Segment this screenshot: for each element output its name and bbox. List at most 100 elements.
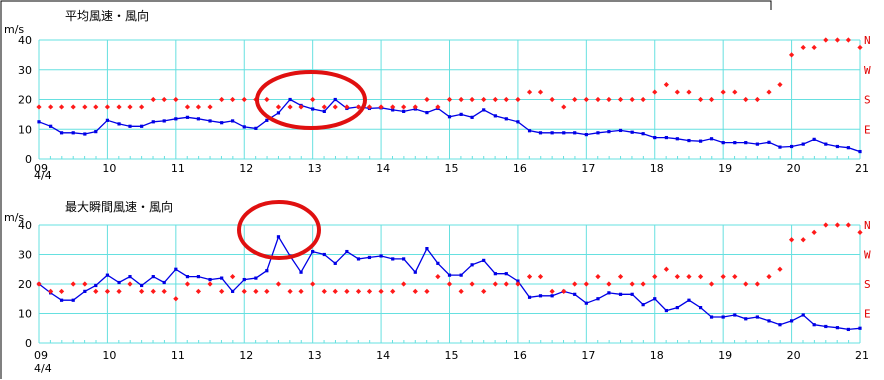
speed-point: [208, 119, 212, 123]
direction-point: [811, 44, 817, 51]
direction-point: [139, 104, 145, 110]
speed-point: [687, 298, 691, 302]
x-tick-label: 16: [513, 349, 527, 362]
speed-point: [367, 255, 372, 260]
direction-point: [526, 274, 533, 280]
direction-point: [606, 281, 612, 287]
speed-point: [299, 270, 303, 274]
speed-point: [733, 313, 737, 317]
direction-label: W: [864, 249, 871, 262]
direction-point: [161, 96, 167, 103]
direction-label: W: [864, 64, 871, 77]
x-tick-label: 16: [513, 162, 527, 175]
direction-point: [310, 281, 316, 287]
speed-point: [801, 313, 805, 317]
speed-point: [653, 297, 657, 301]
speed-point: [265, 269, 269, 273]
speed-point: [37, 120, 41, 124]
direction-point: [720, 89, 726, 95]
speed-point: [835, 326, 840, 330]
speed-point: [322, 252, 326, 257]
speed-point: [71, 131, 75, 135]
speed-point: [220, 276, 224, 280]
speed-point: [436, 261, 440, 265]
speed-point: [504, 272, 508, 276]
speed-point: [812, 323, 816, 327]
speed-point: [459, 112, 463, 116]
direction-point: [446, 96, 453, 103]
direction-label: N: [864, 219, 871, 232]
grid: [38, 224, 861, 344]
x-tick-label: 13: [308, 349, 322, 362]
x-tick-label: 10: [102, 162, 116, 175]
speed-point: [744, 317, 748, 321]
speed-point: [812, 137, 816, 141]
direction-point: [93, 288, 99, 294]
direction-point: [378, 104, 384, 110]
direction-point: [537, 89, 544, 95]
direction-point: [629, 96, 635, 103]
speed-point: [59, 298, 64, 302]
speed-point: [105, 118, 110, 122]
y-tick-label: 20: [18, 278, 32, 291]
speed-point: [733, 141, 737, 145]
direction-point: [788, 237, 795, 243]
speed-point: [83, 289, 87, 293]
x-tick-label: 11: [171, 162, 185, 175]
speed-point: [630, 130, 634, 134]
speed-point: [824, 324, 828, 329]
x-tick-label: 12: [239, 349, 253, 362]
direction-point: [595, 274, 601, 280]
speed-point: [698, 306, 703, 310]
direction-point: [424, 288, 430, 294]
direction-point: [777, 266, 783, 272]
direction-point: [366, 104, 373, 110]
direction-point: [663, 82, 669, 88]
direction-point: [207, 281, 213, 287]
direction-point: [766, 274, 772, 280]
y-tick-label: 30: [18, 249, 32, 262]
direction-point: [788, 52, 795, 58]
y-tick-label: 10: [18, 308, 32, 321]
direction-point: [834, 222, 841, 228]
y-unit-label: m/s: [4, 23, 24, 36]
direction-point: [58, 104, 65, 110]
direction-point: [390, 104, 396, 110]
x-tick-label: 18: [650, 349, 664, 362]
speed-point: [482, 258, 486, 262]
direction-point: [253, 288, 259, 294]
speed-point: [162, 119, 166, 123]
speed-point: [447, 115, 452, 119]
average-wind-chart: 平均風速・風向 m/s 0 10 20 30 40 09 10 11 12 13 14 15 16 17 1…: [4, 8, 871, 182]
direction-point: [264, 288, 270, 294]
x-tick-label: 10: [102, 349, 116, 362]
speed-point: [789, 144, 794, 149]
direction-point: [161, 288, 167, 294]
speed-point: [117, 122, 121, 126]
direction-point: [173, 296, 179, 302]
y-tick-label: 0: [25, 153, 32, 166]
direction-point: [366, 288, 373, 294]
x-tick-label: 17: [581, 349, 595, 362]
x-tick-label: 21: [855, 349, 869, 362]
y-tick-label: 10: [18, 123, 32, 136]
direction-point: [503, 281, 509, 287]
speed-point: [196, 275, 201, 279]
direction-label: S: [864, 278, 871, 291]
x-tick-label: 21: [855, 162, 869, 175]
direction-point: [195, 104, 202, 110]
x-tick-label: 17: [581, 162, 595, 175]
speed-point: [311, 249, 315, 254]
direction-point: [857, 229, 863, 235]
direction-point: [754, 281, 760, 287]
speed-point: [231, 119, 235, 123]
direction-point: [777, 82, 783, 88]
x-tick-label: 13: [308, 162, 322, 175]
speed-point: [140, 283, 144, 288]
speed-point: [664, 308, 668, 313]
direction-point: [845, 222, 851, 228]
direction-point: [537, 274, 544, 280]
direction-point: [595, 96, 601, 103]
direction-point: [606, 96, 612, 103]
direction-point: [332, 104, 338, 110]
